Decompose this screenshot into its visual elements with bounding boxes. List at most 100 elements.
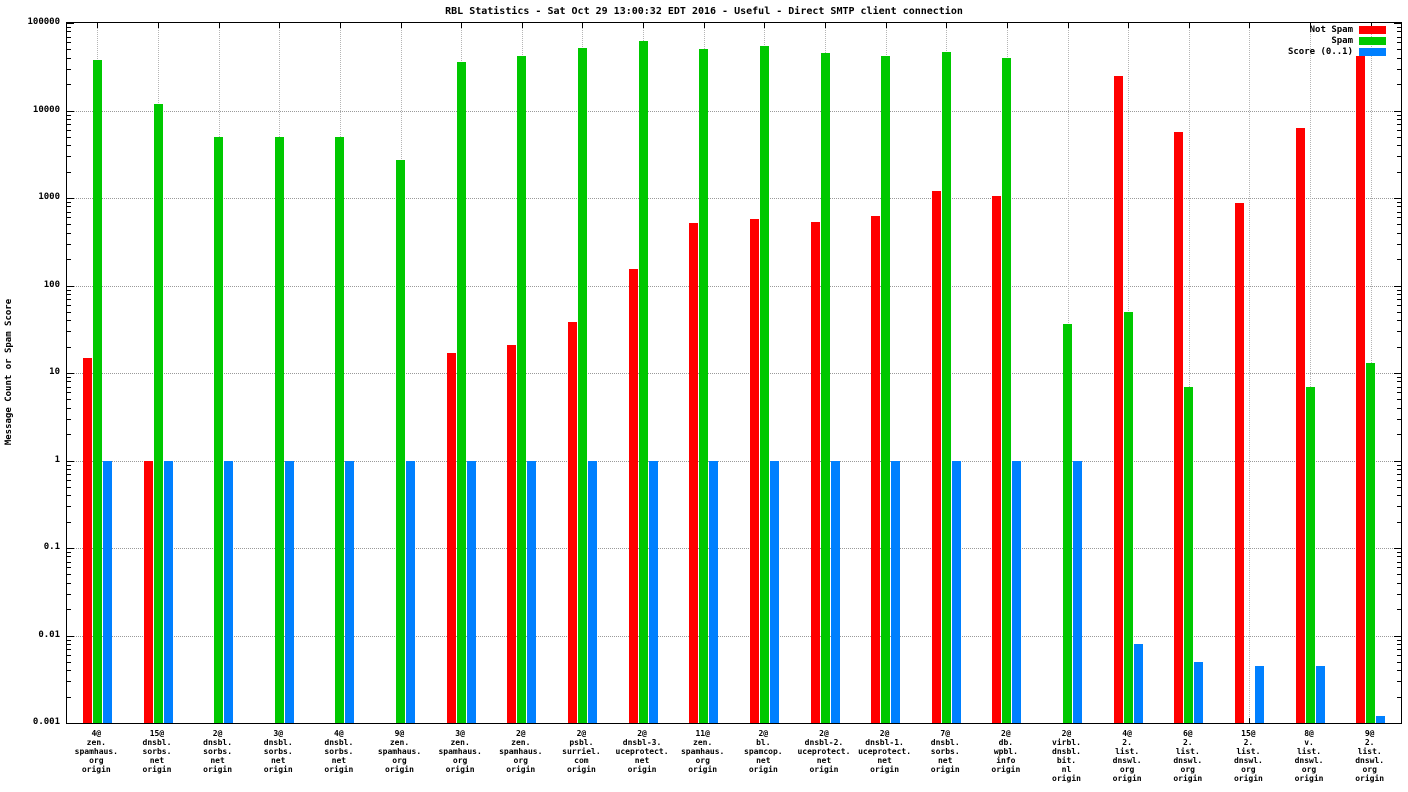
bar-score-0-1 [1376,716,1386,723]
bar-spam [699,49,709,723]
v-gridline [1310,23,1312,723]
x-tick [946,23,948,28]
y-major-tick [67,723,74,724]
y-minor-tick [1397,377,1401,378]
y-minor-tick [1397,36,1401,38]
y-minor-tick [67,311,71,313]
y-tick-label: 1 [54,454,60,465]
legend-label-not-spam: Not Spam [1309,25,1353,35]
y-major-tick [1394,460,1401,462]
bar-not-spam [143,460,153,723]
y-minor-tick [1397,156,1401,158]
y-major-tick [1394,723,1401,724]
y-minor-tick [67,552,71,553]
y-tick-label: 0.01 [38,629,60,640]
x-category-label: 15@ dnsbl. sorbs. net origin [142,729,172,774]
bar-not-spam [1234,203,1244,723]
y-minor-tick [67,346,71,348]
y-minor-tick [1397,232,1401,234]
bar-not-spam [1174,131,1184,723]
y-minor-tick [67,399,71,401]
y-minor-tick [1397,643,1401,645]
h-gridline [67,198,1401,199]
y-minor-tick [1397,27,1401,28]
x-category-label: 4@ 2. list. dnswl. org origin [1112,729,1142,783]
bar-not-spam [507,344,517,723]
y-minor-tick [67,582,71,584]
y-minor-tick [67,574,71,576]
bar-spam [577,47,587,723]
x-category-label: 3@ zen. spamhaus. org origin [438,729,482,774]
bar-spam [881,56,891,723]
x-tick [885,23,887,28]
y-minor-tick [1397,68,1401,70]
x-category-label: 8@ v. list. dnswl. org origin [1294,729,1324,783]
y-minor-tick [67,156,71,158]
x-tick [339,23,341,28]
legend-item-spam: Spam [1288,36,1386,46]
y-minor-tick [67,217,71,219]
y-minor-tick [1397,259,1401,261]
y-minor-tick [1397,552,1401,553]
y-minor-tick [67,377,71,378]
x-category-label: 2@ psbl. surriel. com origin [562,729,601,774]
y-minor-tick [1397,118,1401,120]
x-tick [1067,23,1069,28]
y-minor-tick [1397,609,1401,611]
x-category-label: 15@ 2. list. dnswl. org origin [1233,729,1263,783]
y-major-tick [1394,198,1401,199]
y-minor-tick [67,386,71,388]
y-minor-tick [67,593,71,595]
bar-not-spam [567,322,577,723]
y-minor-tick [67,506,71,508]
y-minor-tick [1397,486,1401,488]
x-category-label: 2@ dnsbl-3. uceprotect. net origin [615,729,669,774]
y-minor-tick [1397,289,1401,291]
bar-not-spam [931,191,941,723]
x-category-label: 2@ bl. spamcop. net origin [744,729,783,774]
bar-score-0-1 [951,460,961,723]
y-minor-tick [67,556,71,558]
y-major-tick [67,285,74,287]
y-minor-tick [67,464,71,466]
y-minor-tick [1397,320,1401,322]
y-minor-tick [67,118,71,120]
bar-not-spam [992,196,1002,723]
x-tick [1249,718,1251,723]
x-axis-tick-labels: 4@ zen. spamhaus. org origin 15@ dnsbl. s… [66,729,1400,791]
x-category-label: 4@ dnsbl. sorbs. net origin [324,729,354,774]
y-minor-tick [67,486,71,488]
bar-score-0-1 [587,460,597,723]
y-major-tick [67,373,74,374]
bar-not-spam [689,222,699,723]
bar-not-spam [628,268,638,723]
bar-spam [1123,311,1133,723]
h-gridline [67,548,1401,549]
bar-score-0-1 [224,460,234,723]
y-minor-tick [67,381,71,383]
y-minor-tick [67,114,71,116]
y-minor-tick [1397,495,1401,497]
x-category-label: 2@ zen. spamhaus. org origin [499,729,543,774]
y-minor-tick [67,561,71,563]
x-tick [279,23,281,28]
bar-spam [1305,386,1315,723]
bar-not-spam [446,352,456,723]
y-minor-tick [67,299,71,301]
bar-score-0-1 [406,460,415,723]
bar-spam [214,136,224,723]
bar-score-0-1 [1133,644,1143,723]
y-minor-tick [1397,521,1401,523]
x-category-label: 9@ 2. list. dnswl. org origin [1355,729,1385,783]
y-minor-tick [67,259,71,261]
y-minor-tick [67,202,71,203]
y-minor-tick [67,468,71,470]
y-major-tick [67,23,74,24]
bar-score-0-1 [345,460,355,723]
y-minor-tick [1397,468,1401,470]
x-category-label: 11@ zen. spamhaus. org origin [680,729,725,774]
bar-not-spam [82,357,92,723]
y-axis-tick-labels: 100000 10000 1000 100 10 1 0.1 0.01 0.001 [0,17,60,727]
y-minor-tick [1397,129,1401,131]
